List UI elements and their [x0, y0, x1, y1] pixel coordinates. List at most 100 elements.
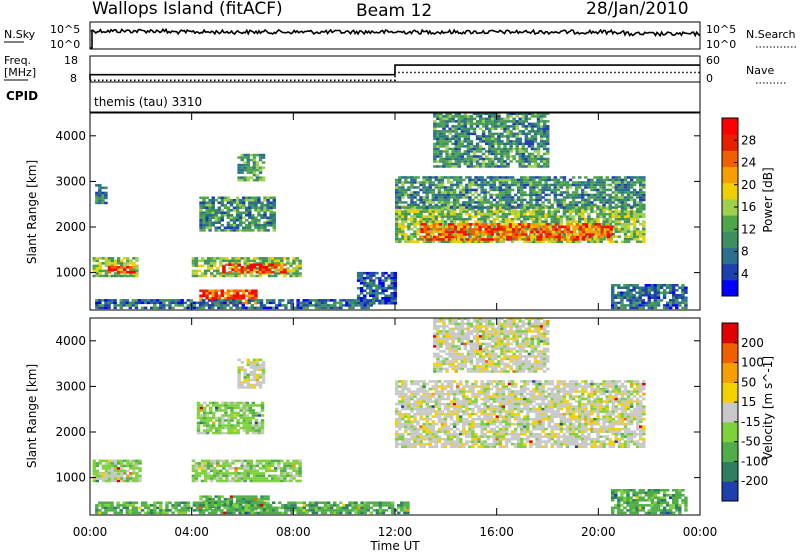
- power-cell: [395, 198, 399, 202]
- power-cell: [116, 271, 121, 274]
- power-cell: [235, 226, 240, 230]
- power-cell: [257, 209, 261, 212]
- power-cell: [489, 176, 493, 179]
- power-cell: [258, 266, 263, 269]
- power-cell: [623, 191, 628, 194]
- power-cell: [431, 193, 436, 197]
- velocity-cell: [239, 416, 243, 420]
- power-cell: [258, 259, 263, 263]
- power-cell: [295, 269, 299, 273]
- power-cell: [440, 220, 445, 223]
- power-cell: [538, 225, 542, 228]
- velocity-cell: [194, 467, 199, 470]
- power-cell: [454, 157, 458, 161]
- power-cell: [501, 206, 506, 209]
- power-cell: [451, 127, 455, 131]
- power-cell: [425, 206, 429, 209]
- power-cell: [436, 160, 440, 163]
- velocity-cell: [95, 462, 100, 465]
- power-cell: [251, 201, 255, 205]
- velocity-cell: [212, 421, 216, 425]
- power-cell: [493, 228, 498, 231]
- power-cell: [599, 193, 603, 197]
- power-cell: [298, 264, 302, 268]
- power-cell: [436, 122, 440, 126]
- power-cell: [478, 140, 483, 143]
- power-cell: [255, 166, 260, 169]
- velocity-cell: [194, 477, 199, 480]
- power-cell: [200, 259, 205, 263]
- power-cell: [481, 225, 485, 229]
- power-cell: [565, 193, 570, 197]
- power-cell: [235, 214, 240, 217]
- power-cell: [536, 235, 540, 239]
- power-cell: [545, 238, 549, 241]
- power-cell: [684, 304, 688, 307]
- power-cell: [249, 176, 254, 179]
- power-cell: [206, 269, 211, 273]
- power-cell: [620, 203, 625, 207]
- power-cell: [508, 230, 513, 234]
- power-cell: [445, 152, 449, 156]
- power-cell: [504, 220, 509, 223]
- power-cell: [437, 207, 442, 211]
- power-cell: [513, 210, 518, 213]
- power-cell: [275, 304, 279, 307]
- power-cell: [509, 132, 513, 136]
- power-cell: [220, 204, 225, 207]
- power-cell: [599, 176, 603, 179]
- power-cell: [662, 289, 667, 292]
- power-cell: [159, 306, 163, 310]
- power-cell: [214, 211, 218, 215]
- power-cell: [220, 201, 225, 205]
- power-cell: [608, 235, 612, 238]
- power-cell: [507, 186, 512, 189]
- power-cell: [381, 284, 385, 288]
- power-cell: [372, 289, 376, 293]
- power-cell: [475, 233, 479, 236]
- power-cell: [437, 193, 442, 197]
- power-cell: [390, 292, 394, 295]
- power-cell: [491, 147, 495, 151]
- power-cell: [110, 301, 114, 305]
- power-cell: [620, 222, 625, 226]
- power-cell: [620, 188, 625, 192]
- power-cell: [502, 228, 507, 231]
- power-cell: [578, 196, 582, 199]
- power-cell: [481, 223, 485, 226]
- power-cell: [639, 198, 643, 202]
- power-cell: [240, 158, 244, 162]
- power-cell: [546, 152, 550, 156]
- power-cell: [434, 193, 439, 197]
- velocity-cell: [224, 414, 228, 417]
- power-cell: [296, 299, 300, 302]
- power-cell: [469, 122, 474, 126]
- velocity-cell: [228, 472, 232, 475]
- power-cell: [617, 205, 622, 208]
- power-cell: [243, 257, 247, 260]
- power-cell: [527, 125, 532, 128]
- power-cell: [507, 178, 512, 182]
- power-cell: [410, 235, 414, 238]
- power-cell: [562, 191, 567, 194]
- velocity-cell: [132, 469, 136, 473]
- power-cell: [360, 304, 364, 307]
- power-cell: [407, 212, 411, 216]
- power-cell: [372, 302, 376, 305]
- power-cell: [460, 233, 464, 236]
- power-cell: [517, 178, 521, 182]
- power-cell: [462, 188, 466, 192]
- power-cell: [460, 155, 465, 158]
- power-cell: [591, 233, 595, 236]
- power-cell: [113, 268, 118, 272]
- power-cell: [495, 178, 500, 182]
- power-cell: [223, 292, 228, 295]
- power-cell: [541, 196, 545, 199]
- velocity-cell: [110, 477, 115, 480]
- power-cell: [527, 238, 531, 241]
- power-cell: [605, 212, 609, 216]
- power-cell: [140, 306, 145, 310]
- power-cell: [483, 196, 487, 199]
- power-cell: [672, 301, 676, 305]
- power-cell: [177, 301, 181, 305]
